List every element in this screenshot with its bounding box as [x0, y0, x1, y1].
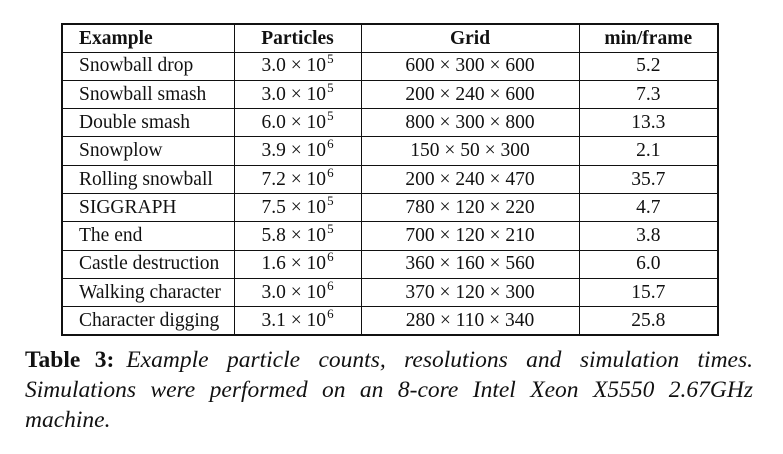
particles-exponent: 6	[327, 305, 334, 321]
cell-min-frame: 4.7	[578, 192, 718, 222]
table-row: Snowball smash 3.0 × 105 200 × 240 × 600…	[62, 79, 718, 109]
cell-example: Castle destruction	[62, 249, 234, 279]
table-row: Snowplow 3.9 × 106 150 × 50 × 300 2.1	[62, 136, 718, 166]
table-row: SIGGRAPH 7.5 × 105 780 × 120 × 220 4.7	[62, 192, 718, 222]
table-row: Snowball drop 3.0 × 105 600 × 300 × 600 …	[62, 51, 718, 81]
header-example: Example	[62, 24, 234, 53]
particles-mantissa: 7.2 × 10	[261, 168, 327, 190]
cell-example: Double smash	[62, 108, 234, 137]
particles-exponent: 5	[327, 79, 334, 95]
particles-exponent: 6	[327, 277, 334, 293]
particles-mantissa: 3.0 × 10	[261, 281, 327, 303]
cell-grid: 360 × 160 × 560	[360, 249, 579, 279]
table-row: Double smash 6.0 × 105 800 × 300 × 800 1…	[62, 107, 718, 137]
table-row: Rolling snowball 7.2 × 106 200 × 240 × 4…	[62, 164, 718, 194]
cell-min-frame: 7.3	[578, 79, 718, 109]
header-min-frame: min/frame	[578, 24, 718, 53]
cell-grid: 600 × 300 × 600	[360, 52, 579, 81]
cell-grid: 370 × 120 × 300	[360, 277, 579, 307]
cell-particles: 3.1 × 106	[233, 305, 361, 335]
cell-min-frame: 15.7	[578, 277, 718, 307]
particles-mantissa: 3.0 × 10	[261, 55, 327, 77]
table-row: The end 5.8 × 105 700 × 120 × 210 3.8	[62, 221, 718, 251]
table-row: Castle destruction 1.6 × 106 360 × 160 ×…	[62, 249, 718, 279]
particles-exponent: 6	[327, 249, 334, 265]
cell-min-frame: 6.0	[578, 249, 718, 279]
cell-example: Character digging	[62, 306, 234, 335]
cell-example: The end	[62, 221, 234, 251]
cell-particles: 3.0 × 106	[233, 277, 361, 307]
cell-particles: 1.6 × 106	[233, 249, 361, 279]
cell-grid: 800 × 300 × 800	[360, 108, 579, 137]
cell-grid: 280 × 110 × 340	[360, 306, 579, 335]
cell-grid: 200 × 240 × 600	[360, 79, 579, 109]
cell-example: Snowplow	[62, 136, 234, 166]
cell-example: Rolling snowball	[62, 164, 234, 194]
cell-particles: 5.8 × 105	[233, 221, 361, 251]
cell-min-frame: 13.3	[578, 108, 718, 137]
cell-particles: 3.0 × 105	[233, 51, 361, 81]
particles-mantissa: 3.0 × 10	[261, 83, 327, 105]
cell-particles: 6.0 × 105	[233, 107, 361, 137]
cell-min-frame: 25.8	[578, 306, 718, 335]
table-caption: Table 3: Example particle counts, resolut…	[25, 345, 753, 435]
cell-particles: 7.5 × 105	[233, 192, 361, 222]
header-particles: Particles	[233, 24, 361, 53]
cell-min-frame: 35.7	[578, 164, 718, 194]
cell-example: Walking character	[62, 277, 234, 307]
cell-grid: 200 × 240 × 470	[360, 164, 579, 194]
caption-label: Table 3:	[25, 347, 115, 373]
particles-mantissa: 5.8 × 10	[261, 225, 327, 247]
cell-example: SIGGRAPH	[62, 192, 234, 222]
cell-particles: 3.9 × 106	[233, 136, 361, 166]
particles-exponent: 5	[327, 221, 334, 237]
cell-min-frame: 3.8	[578, 221, 718, 251]
results-table: Example Particles Grid min/frame Snowbal…	[61, 23, 719, 336]
caption-text: Example particle counts, resolutions and…	[25, 347, 753, 433]
particles-mantissa: 1.6 × 10	[261, 253, 327, 275]
cell-grid: 780 × 120 × 220	[360, 192, 579, 222]
table-row: Walking character 3.0 × 106 370 × 120 × …	[62, 277, 718, 307]
particles-mantissa: 7.5 × 10	[261, 196, 327, 218]
particles-exponent: 5	[327, 107, 334, 123]
cell-particles: 3.0 × 105	[233, 79, 361, 109]
particles-exponent: 5	[327, 51, 334, 67]
particles-mantissa: 3.9 × 10	[261, 140, 327, 162]
particles-mantissa: 6.0 × 10	[261, 111, 327, 133]
cell-grid: 700 × 120 × 210	[360, 221, 579, 251]
table-header-row: Example Particles Grid min/frame	[62, 24, 718, 53]
header-grid: Grid	[360, 24, 579, 53]
cell-example: Snowball smash	[62, 79, 234, 109]
cell-particles: 7.2 × 106	[233, 164, 361, 194]
particles-exponent: 5	[327, 192, 334, 208]
particles-exponent: 6	[327, 164, 334, 180]
cell-grid: 150 × 50 × 300	[360, 136, 579, 166]
cell-example: Snowball drop	[79, 55, 194, 77]
cell-min-frame: 5.2	[578, 52, 718, 81]
particles-exponent: 6	[327, 136, 334, 152]
table-row: Character digging 3.1 × 106 280 × 110 × …	[62, 305, 718, 335]
particles-mantissa: 3.1 × 10	[261, 309, 327, 331]
cell-min-frame: 2.1	[578, 136, 718, 166]
